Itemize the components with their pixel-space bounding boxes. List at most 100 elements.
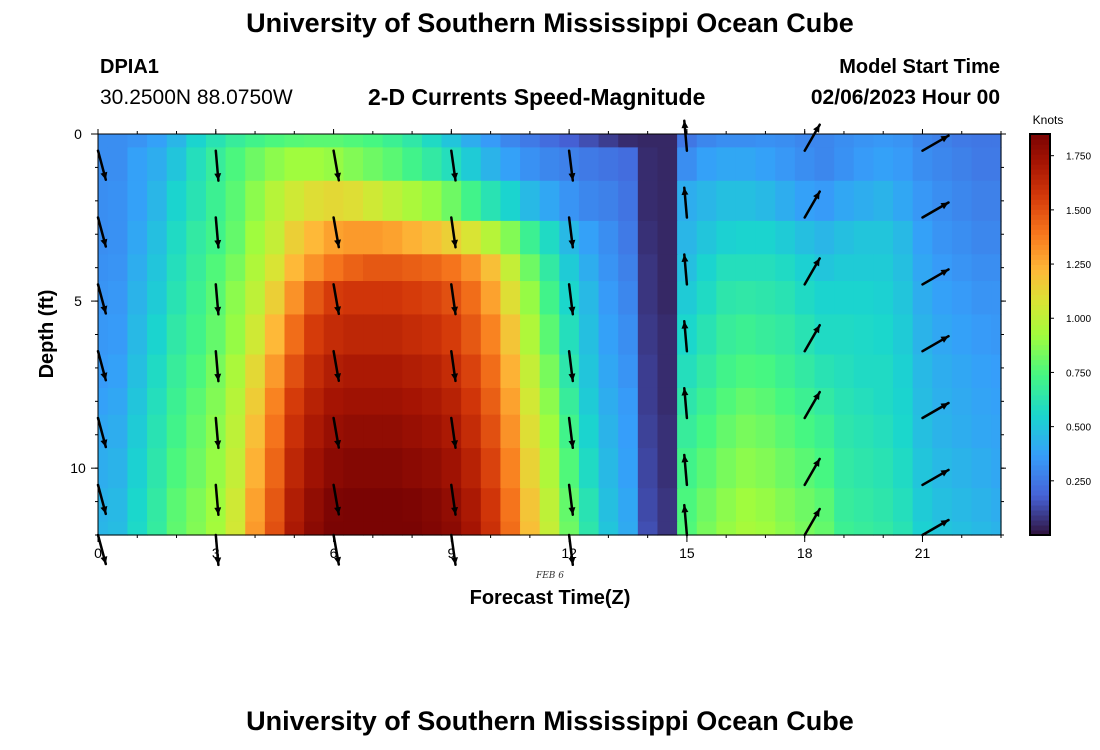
heatmap-cell — [402, 254, 423, 282]
heatmap-cell — [893, 387, 914, 416]
heatmap-cell — [696, 488, 717, 523]
heatmap-cell — [814, 254, 835, 282]
heatmap-cell — [461, 488, 482, 523]
heatmap-cell — [98, 314, 109, 356]
heatmap-cell — [834, 147, 855, 182]
heatmap-cell — [147, 354, 168, 389]
heatmap-cell — [696, 354, 717, 389]
colorbar-segment — [1030, 374, 1050, 381]
current-vector-head — [813, 509, 820, 517]
heatmap-cell — [284, 414, 305, 449]
heatmap-cell — [284, 488, 305, 523]
heatmap-cell — [971, 220, 992, 255]
heatmap-cell — [834, 354, 855, 389]
heatmap-cell — [441, 488, 462, 523]
heatmap-cell — [343, 488, 364, 523]
heatmap-cell — [107, 488, 129, 523]
heatmap-cell — [755, 414, 776, 449]
heatmap-cell — [598, 281, 619, 316]
heatmap-cell — [853, 521, 874, 536]
heatmap-cell — [245, 220, 266, 255]
heatmap-cell — [500, 387, 521, 416]
colorbar: 0.250 0.500 0.750 1.000 1.250 1.500 1.750 — [1029, 133, 1091, 536]
heatmap-cell — [186, 414, 207, 449]
colorbar-segment — [1030, 294, 1050, 301]
heatmap-cell — [893, 488, 914, 523]
axes: 0 3 6 9 12 15 18 21 0 5 10 — [70, 126, 1006, 561]
heatmap-cell — [598, 387, 619, 416]
heatmap-cell — [657, 387, 678, 416]
heatmap-cell — [618, 254, 639, 282]
heatmap-cell — [441, 414, 462, 449]
colorbar-segment — [1030, 199, 1050, 205]
heatmap-cell — [912, 254, 933, 282]
heatmap-cell — [775, 448, 796, 489]
heatmap-cell — [657, 448, 678, 489]
heatmap-cell — [814, 387, 835, 416]
heatmap-cell — [323, 414, 344, 449]
colorbar-segment — [1030, 324, 1050, 331]
heatmap-cell — [520, 147, 541, 182]
heatmap-cell — [677, 488, 698, 523]
current-vector-head — [214, 239, 222, 248]
colorbar-segment — [1030, 394, 1050, 401]
current-vector-head — [940, 336, 949, 343]
heatmap-cell — [912, 488, 933, 523]
heatmap-cell — [304, 220, 325, 255]
heatmap-cell — [971, 414, 992, 449]
heatmap-cell — [480, 448, 502, 489]
heatmap-cell — [127, 488, 148, 523]
heatmap-cell — [107, 521, 129, 536]
colorbar-tick-label: 1.500 — [1066, 206, 1091, 217]
heatmap-cell — [520, 488, 541, 523]
heatmap-cell — [98, 387, 109, 416]
heatmap-cell — [735, 180, 757, 222]
current-vectors — [96, 119, 950, 567]
colorbar-segment — [1030, 154, 1050, 160]
heatmap-cell — [578, 147, 600, 182]
current-vector-head — [813, 258, 820, 267]
heatmap-cell — [245, 414, 266, 449]
heatmap-cell — [127, 281, 148, 316]
colorbar-segment — [1030, 344, 1050, 351]
heatmap-cell — [637, 521, 659, 536]
heatmap-cell — [461, 521, 482, 536]
heatmap-cell — [912, 134, 933, 148]
heatmap-cell — [441, 180, 462, 222]
colorbar-segment — [1030, 339, 1050, 346]
heatmap-cell — [205, 521, 227, 536]
x-tick-label: 3 — [212, 545, 220, 561]
colorbar-segment — [1030, 164, 1050, 170]
colorbar-segment — [1030, 224, 1050, 230]
heatmap-cell — [794, 414, 816, 449]
heatmap-cell — [225, 180, 246, 222]
colorbar-segment — [1030, 454, 1050, 461]
heatmap-cell — [441, 281, 462, 316]
heatmap-cell — [598, 521, 619, 536]
heatmap-cell — [186, 314, 207, 356]
colorbar-segment — [1030, 254, 1050, 260]
heatmap-cell — [98, 414, 109, 449]
heatmap-cell — [382, 314, 403, 356]
heatmap-cell — [755, 354, 776, 389]
heatmap-cell — [166, 448, 187, 489]
current-vector-head — [214, 440, 222, 448]
heatmap-cell — [932, 147, 953, 182]
heatmap-cell — [520, 281, 541, 316]
heatmap-cell — [107, 147, 129, 182]
heatmap-cell — [716, 180, 737, 222]
colorbar-segment — [1030, 134, 1050, 140]
heatmap-cell — [775, 254, 796, 282]
heatmap-cell — [873, 448, 894, 489]
heatmap-cell — [205, 354, 227, 389]
heatmap-cell — [166, 314, 187, 356]
heatmap-cell — [186, 281, 207, 316]
heatmap-cell — [893, 134, 914, 148]
colorbar-segment — [1030, 474, 1050, 481]
heatmap-cell — [951, 134, 973, 148]
colorbar-segment — [1030, 489, 1050, 496]
colorbar-segment — [1030, 149, 1050, 155]
heatmap-cell — [814, 448, 835, 489]
heatmap-cell — [834, 180, 855, 222]
